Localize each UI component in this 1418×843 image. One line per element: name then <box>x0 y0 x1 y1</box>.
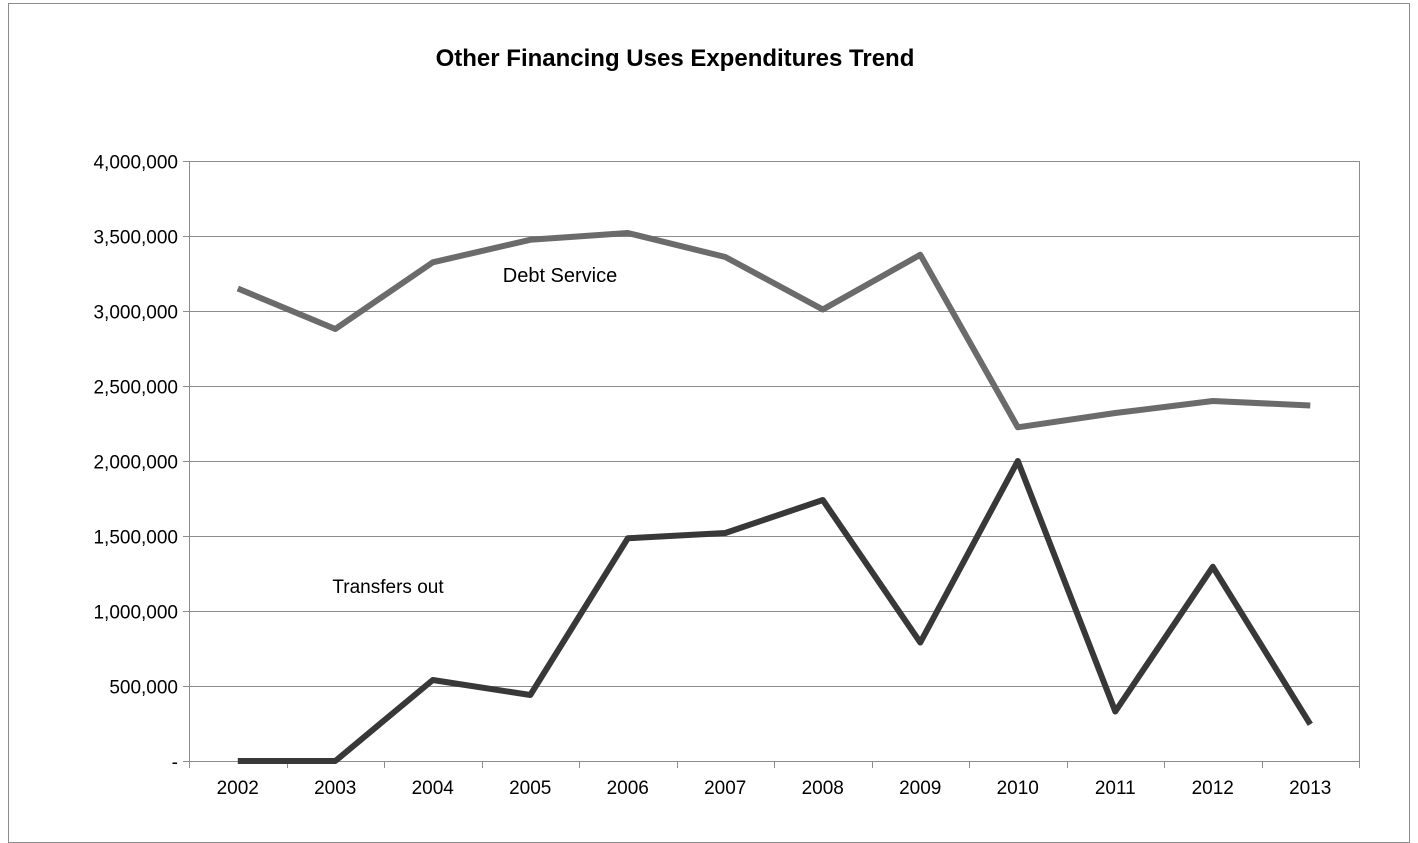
transfers-out-series-label: Transfers out <box>332 577 444 598</box>
x-tick-label: 2013 <box>1289 778 1331 799</box>
y-tick-label: 1,500,000 <box>93 528 178 549</box>
x-tick-label: 2003 <box>314 778 356 799</box>
debt-service-series-label: Debt Service <box>503 265 618 287</box>
x-axis-tick-labels: 2002 2003 2004 2005 2006 2007 2008 2009 2010 2011… <box>217 778 1332 799</box>
line-chart: Other Financing Uses Expenditures Trend … <box>93 45 1360 799</box>
gridlines <box>189 161 1359 687</box>
y-tick-label: 500,000 <box>109 678 178 699</box>
x-tick-label: 2002 <box>217 778 259 799</box>
series-lines <box>236 230 1313 764</box>
y-tick-label: 2,500,000 <box>93 378 178 399</box>
x-tick-label: 2004 <box>412 778 455 799</box>
y-tick-label: 2,000,000 <box>93 453 178 474</box>
x-tick-label: 2009 <box>899 778 941 799</box>
y-tick-label: - <box>172 753 178 774</box>
chart-title: Other Financing Uses Expenditures Trend <box>436 45 915 72</box>
y-tick-label: 1,000,000 <box>93 603 178 624</box>
y-tick-label: 3,000,000 <box>93 303 178 324</box>
x-tick-label: 2006 <box>607 778 649 799</box>
x-tick-label: 2007 <box>704 778 746 799</box>
series-line-debt-service <box>236 230 1311 431</box>
x-tick-label: 2005 <box>509 778 551 799</box>
y-tick-label: 3,500,000 <box>93 228 178 249</box>
x-tick-label: 2008 <box>802 778 844 799</box>
chart-frame <box>8 3 1410 843</box>
x-tick-label: 2010 <box>997 778 1039 799</box>
x-tick-label: 2011 <box>1095 778 1136 799</box>
series-line-transfers-out <box>237 458 1313 764</box>
y-tick-label: 4,000,000 <box>93 153 178 174</box>
axes <box>183 161 1360 768</box>
x-tick-label: 2012 <box>1192 778 1234 799</box>
y-axis-tick-labels: - 500,000 1,000,000 1,500,000 2,000,000 2,500… <box>93 153 178 774</box>
